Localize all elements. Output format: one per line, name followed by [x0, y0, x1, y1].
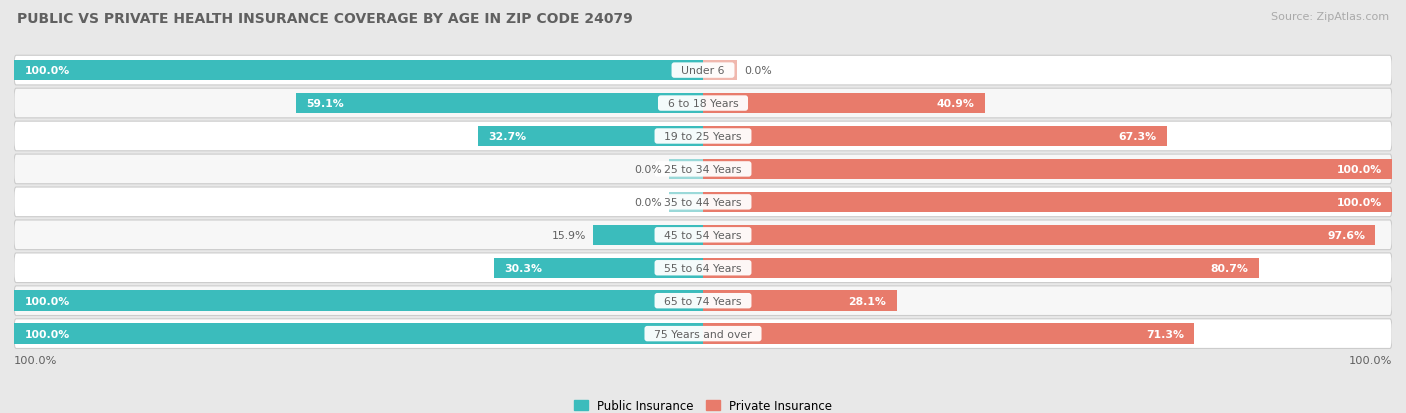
- Text: 0.0%: 0.0%: [744, 66, 772, 76]
- Text: 59.1%: 59.1%: [307, 99, 344, 109]
- Bar: [703, 291, 897, 311]
- Bar: [703, 258, 1258, 278]
- Text: 100.0%: 100.0%: [24, 66, 70, 76]
- Bar: [703, 61, 738, 81]
- Bar: [703, 225, 1375, 245]
- FancyBboxPatch shape: [14, 89, 1392, 119]
- Text: 100.0%: 100.0%: [14, 355, 58, 365]
- Text: 28.1%: 28.1%: [848, 296, 886, 306]
- Text: Source: ZipAtlas.com: Source: ZipAtlas.com: [1271, 12, 1389, 22]
- Bar: [14, 291, 703, 311]
- Text: 75 Years and over: 75 Years and over: [647, 329, 759, 339]
- Text: 100.0%: 100.0%: [24, 296, 70, 306]
- Text: 100.0%: 100.0%: [1336, 164, 1382, 175]
- Text: 6 to 18 Years: 6 to 18 Years: [661, 99, 745, 109]
- FancyBboxPatch shape: [14, 286, 1392, 316]
- Text: 45 to 54 Years: 45 to 54 Years: [657, 230, 749, 240]
- Bar: [703, 324, 1194, 344]
- Text: Under 6: Under 6: [675, 66, 731, 76]
- FancyBboxPatch shape: [14, 253, 1392, 283]
- Bar: [478, 126, 703, 147]
- Bar: [593, 225, 703, 245]
- Text: 67.3%: 67.3%: [1118, 132, 1156, 142]
- Bar: [703, 192, 1392, 213]
- Text: 80.7%: 80.7%: [1211, 263, 1249, 273]
- Bar: [495, 258, 703, 278]
- Bar: [295, 94, 703, 114]
- Text: 40.9%: 40.9%: [936, 99, 974, 109]
- Text: 35 to 44 Years: 35 to 44 Years: [657, 197, 749, 207]
- Text: PUBLIC VS PRIVATE HEALTH INSURANCE COVERAGE BY AGE IN ZIP CODE 24079: PUBLIC VS PRIVATE HEALTH INSURANCE COVER…: [17, 12, 633, 26]
- FancyBboxPatch shape: [14, 188, 1392, 217]
- Bar: [669, 192, 703, 213]
- Bar: [669, 159, 703, 180]
- FancyBboxPatch shape: [14, 319, 1392, 349]
- Text: 65 to 74 Years: 65 to 74 Years: [657, 296, 749, 306]
- Bar: [703, 159, 1392, 180]
- Text: 0.0%: 0.0%: [634, 197, 662, 207]
- FancyBboxPatch shape: [14, 56, 1392, 86]
- Text: 30.3%: 30.3%: [505, 263, 543, 273]
- Text: 25 to 34 Years: 25 to 34 Years: [657, 164, 749, 175]
- FancyBboxPatch shape: [14, 221, 1392, 250]
- Text: 100.0%: 100.0%: [1336, 197, 1382, 207]
- Text: 97.6%: 97.6%: [1327, 230, 1365, 240]
- Text: 32.7%: 32.7%: [488, 132, 526, 142]
- Bar: [703, 94, 984, 114]
- Text: 55 to 64 Years: 55 to 64 Years: [657, 263, 749, 273]
- Legend: Public Insurance, Private Insurance: Public Insurance, Private Insurance: [569, 394, 837, 413]
- Text: 71.3%: 71.3%: [1146, 329, 1184, 339]
- Text: 15.9%: 15.9%: [553, 230, 586, 240]
- Bar: [703, 126, 1167, 147]
- FancyBboxPatch shape: [14, 122, 1392, 152]
- Text: 0.0%: 0.0%: [634, 164, 662, 175]
- Bar: [14, 61, 703, 81]
- Text: 100.0%: 100.0%: [24, 329, 70, 339]
- FancyBboxPatch shape: [14, 155, 1392, 184]
- Bar: [14, 324, 703, 344]
- Text: 100.0%: 100.0%: [1348, 355, 1392, 365]
- Text: 19 to 25 Years: 19 to 25 Years: [657, 132, 749, 142]
